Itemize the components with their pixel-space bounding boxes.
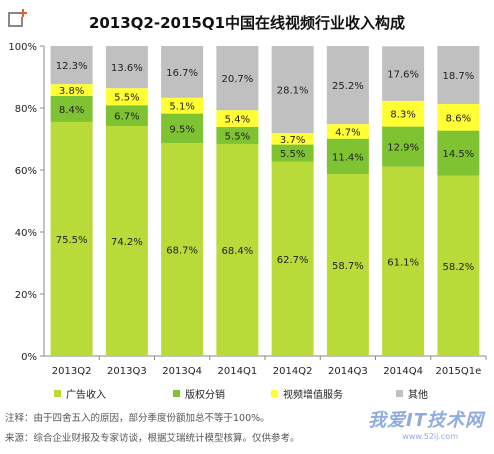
bar-segment	[161, 46, 204, 98]
bar-segment	[216, 110, 259, 127]
data-label: 8.4%	[59, 105, 84, 116]
x-tick-label: 2014Q2	[273, 366, 313, 377]
data-label: 5.5%	[225, 131, 250, 142]
bar-segment	[105, 46, 148, 89]
y-tick-label: 0%	[21, 352, 37, 363]
bar-segment	[161, 143, 204, 356]
data-label: 58.7%	[332, 261, 364, 272]
bar-segment	[50, 95, 93, 122]
legend-label-copyright: 版权分销	[185, 390, 225, 401]
y-tick-label: 20%	[15, 290, 37, 301]
data-label: 16.7%	[166, 68, 198, 79]
bar-segment	[271, 46, 314, 134]
bar-segment	[50, 121, 93, 356]
source-text: 来源：综合企业财报及专家访谈，根据艾瑞统计模型核算。仅供参考。	[5, 433, 300, 444]
legend-swatch-ads	[54, 390, 61, 397]
data-label: 5.4%	[225, 115, 250, 126]
bar-segment	[216, 46, 259, 111]
legend-item-other: 其他	[396, 386, 428, 401]
bar-segment	[50, 46, 93, 85]
iresearch-logo-icon	[8, 9, 27, 27]
data-label: 74.2%	[111, 237, 143, 248]
data-label: 8.3%	[390, 110, 415, 121]
bar-segment	[437, 46, 480, 104]
x-tick-label: 2013Q4	[162, 366, 202, 377]
stacked-bar-chart: 0% 20% 40% 60% 80% 100% 75.5% 8.4% 3.8% 12.3% 2013…	[8, 42, 487, 377]
data-label: 5.5%	[280, 149, 305, 160]
data-label: 25.2%	[332, 81, 364, 92]
legend-item-copyright: 版权分销	[173, 386, 225, 401]
data-label: 20.7%	[221, 74, 253, 85]
legend-item-ads: 广告收入	[54, 386, 106, 401]
data-label: 5.5%	[114, 93, 139, 104]
legend-label-ads: 广告收入	[66, 390, 106, 401]
bar-segment	[161, 113, 204, 144]
data-label: 58.2%	[442, 262, 474, 273]
data-label: 6.7%	[114, 112, 139, 123]
data-label: 9.5%	[169, 124, 194, 135]
bar-segment	[271, 144, 314, 162]
bar-segment	[382, 166, 425, 356]
bar-segment	[161, 97, 204, 114]
data-label: 12.9%	[387, 143, 419, 154]
watermark: 我爱IT技术网 www.52ij.com	[313, 402, 488, 450]
bar-segment	[326, 138, 369, 175]
bar-segment	[216, 143, 259, 356]
x-tick-label: 2014Q4	[383, 366, 423, 377]
data-label: 4.7%	[335, 127, 360, 138]
legend-swatch-vas	[271, 390, 278, 397]
data-label: 75.5%	[56, 235, 88, 246]
data-label: 17.6%	[387, 70, 419, 81]
data-label: 68.4%	[221, 246, 253, 257]
data-label: 61.1%	[387, 257, 419, 268]
watermark-url: www.52ij.com	[402, 432, 458, 441]
legend-label-other: 其他	[408, 390, 428, 401]
bar-segment	[326, 124, 369, 139]
x-tick-label: 2014Q3	[328, 366, 368, 377]
y-tick-label: 100%	[8, 42, 37, 53]
x-tick-label: 2013Q2	[52, 366, 92, 377]
bar-segment	[326, 46, 369, 125]
bar-segment	[437, 103, 480, 131]
bar-segment	[271, 133, 314, 145]
legend-item-vas: 视频增值服务	[271, 386, 343, 401]
x-tick-label: 2014Q1	[218, 366, 258, 377]
bar-segment	[50, 84, 93, 96]
bar-segment	[271, 161, 314, 356]
data-label: 8.6%	[446, 113, 471, 124]
bar-segment	[105, 88, 148, 106]
bar-segment	[382, 46, 425, 101]
data-label: 68.7%	[166, 246, 198, 257]
data-label: 12.3%	[56, 61, 88, 72]
bar-segment	[437, 130, 480, 176]
bar-segment	[216, 126, 259, 144]
bar-segment	[105, 125, 148, 356]
data-label: 3.8%	[59, 86, 84, 97]
data-label: 28.1%	[277, 86, 309, 97]
bar-segment	[382, 126, 425, 167]
data-label: 11.4%	[332, 152, 364, 163]
data-label: 62.7%	[277, 255, 309, 266]
y-tick-label: 60%	[15, 166, 37, 177]
data-label: 3.7%	[280, 135, 305, 146]
y-tick-label: 80%	[15, 104, 37, 115]
bar-segment	[437, 175, 480, 356]
data-label: 14.5%	[442, 149, 474, 160]
x-tick-label: 2013Q3	[107, 366, 147, 377]
data-label: 13.6%	[111, 63, 143, 74]
legend-swatch-copyright	[173, 390, 180, 397]
data-label: 5.1%	[169, 102, 194, 113]
chart-notes: 注释：由于四舍五入的原因，部分季度份额加总不等于100%。 来源：综合企业财报及…	[5, 409, 305, 449]
y-tick-label: 40%	[15, 228, 37, 239]
note-text: 注释：由于四舍五入的原因，部分季度份额加总不等于100%。	[5, 413, 270, 424]
bar-segment	[105, 105, 148, 126]
data-label: 18.7%	[442, 71, 474, 82]
bar-segment	[326, 174, 369, 356]
bar-segment	[382, 100, 425, 127]
watermark-main: 我爱IT技术网	[368, 410, 484, 431]
legend-label-vas: 视频增值服务	[283, 390, 343, 401]
chart-title: 2013Q2-2015Q1中国在线视频行业收入构成	[88, 14, 406, 32]
x-tick-label: 2015Q1e	[435, 366, 481, 377]
legend-swatch-other	[396, 390, 403, 397]
